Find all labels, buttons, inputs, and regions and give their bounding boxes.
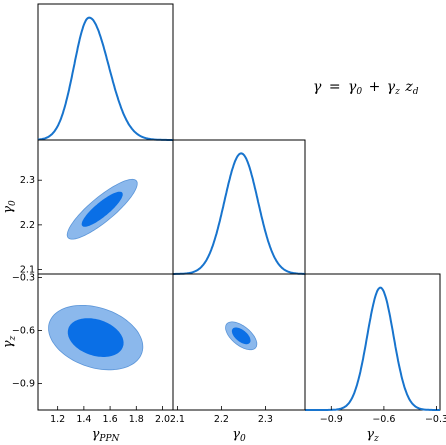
contour-inner-0-1 bbox=[81, 191, 123, 227]
x-tick-label-0-3: 1.8 bbox=[129, 414, 144, 425]
x-tick-label-2-1: −0.6 bbox=[372, 414, 395, 425]
x-tick-label-0-0: 1.2 bbox=[50, 414, 65, 425]
panel-frame-diag-1 bbox=[172, 139, 306, 275]
panel-frame-diag-0 bbox=[37, 3, 174, 141]
marginal-curve-2 bbox=[305, 286, 440, 411]
contour-inner-0-2 bbox=[67, 318, 124, 358]
y-tick-label-2-1: −0.6 bbox=[12, 326, 35, 337]
x-tick-label-2-0: −0.9 bbox=[320, 414, 343, 425]
x-tick-label-0-1: 1.4 bbox=[76, 414, 91, 425]
x-tick-label-2-2: −0.3 bbox=[425, 414, 446, 425]
contour-inner-1-2 bbox=[231, 327, 251, 345]
panel-frame-diag-2 bbox=[304, 273, 441, 411]
y-tick-label-1-2: 2.3 bbox=[20, 175, 35, 186]
x-axis-title-0: γPPN bbox=[92, 427, 121, 444]
x-tick-label-1-1: 2.2 bbox=[214, 414, 229, 425]
x-tick-label-1-2: 2.3 bbox=[258, 414, 273, 425]
y-axis-title-2: γz bbox=[1, 335, 18, 348]
x-tick-label-0-4: 2.0 bbox=[155, 414, 170, 425]
x-axis-title-2: γz bbox=[366, 427, 379, 444]
x-tick-label-0-2: 1.6 bbox=[103, 414, 118, 425]
model-equation: γ = γ0 + γz zd bbox=[313, 79, 419, 98]
y-axis-title-1: γ0 bbox=[1, 200, 18, 214]
y-tick-label-1-1: 2.2 bbox=[20, 220, 35, 231]
x-axis-title-1: γ0 bbox=[232, 427, 246, 444]
marginal-curve-0 bbox=[37, 16, 173, 141]
y-tick-label-1-0: 2.1 bbox=[20, 265, 35, 276]
marginal-curve-1 bbox=[173, 152, 305, 275]
panel-frame-1-2 bbox=[172, 273, 306, 411]
y-tick-label-2-0: −0.9 bbox=[12, 379, 35, 390]
x-tick-label-1-0: 2.1 bbox=[170, 414, 185, 425]
y-tick-label-2-2: −0.3 bbox=[12, 273, 35, 284]
